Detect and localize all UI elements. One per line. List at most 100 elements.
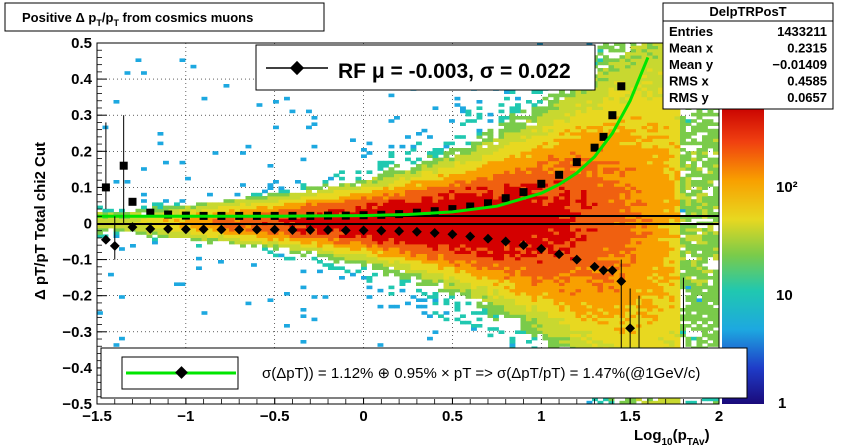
heat-cell xyxy=(559,196,565,200)
heat-cell xyxy=(163,205,169,210)
heat-cell xyxy=(669,263,675,267)
heat-cell xyxy=(493,157,499,162)
heat-cell xyxy=(553,260,560,264)
heat-cell xyxy=(597,311,604,315)
heat-cell xyxy=(526,250,532,254)
heat-cell xyxy=(641,93,648,98)
heat-cell xyxy=(427,173,433,178)
heat-cell xyxy=(383,160,389,165)
heat-cell xyxy=(388,208,395,213)
heat-cell xyxy=(630,192,637,197)
heat-cell xyxy=(570,304,576,309)
heat-cell xyxy=(427,269,433,274)
heat-cell xyxy=(586,237,593,242)
heat-cell xyxy=(152,212,158,216)
heat-cell xyxy=(553,285,560,290)
heat-cell xyxy=(553,308,560,312)
heat-cell xyxy=(267,240,274,245)
heat-cell xyxy=(652,343,659,347)
heat-cell xyxy=(526,231,532,235)
heat-cell xyxy=(608,68,615,72)
heat-cell xyxy=(262,208,268,213)
heat-cell xyxy=(399,189,406,194)
heat-cell xyxy=(531,138,538,142)
heat-cell xyxy=(493,189,499,194)
heat-cell xyxy=(619,164,626,168)
heat-cell xyxy=(614,343,620,347)
heat-cell xyxy=(592,234,598,238)
heat-cell xyxy=(328,244,334,248)
heat-cell xyxy=(652,272,659,277)
heat-cell xyxy=(575,330,582,334)
heat-cell xyxy=(443,141,450,146)
heat-cell xyxy=(449,288,455,293)
heat-cell xyxy=(509,128,516,133)
heat-cell xyxy=(553,266,560,270)
heat-cell xyxy=(515,237,521,242)
heat-cell xyxy=(570,260,576,264)
heat-cell xyxy=(581,292,587,296)
heat-cell xyxy=(317,218,323,222)
heat-cell xyxy=(581,308,587,312)
heat-cell xyxy=(614,48,620,53)
heat-cell xyxy=(229,234,235,238)
heat-cell xyxy=(333,260,340,264)
heat-cell xyxy=(564,196,571,200)
heat-cell xyxy=(570,148,576,152)
heat-cell xyxy=(377,234,384,238)
heat-cell xyxy=(652,71,659,75)
heat-cell xyxy=(564,180,571,184)
heat-cell xyxy=(630,317,637,322)
heat-cell xyxy=(559,282,565,286)
heat-cell xyxy=(548,151,554,155)
heat-cell xyxy=(531,170,538,174)
heat-cell xyxy=(493,311,499,315)
heat-cell xyxy=(526,157,532,162)
heat-cell xyxy=(636,71,642,75)
heat-cell xyxy=(119,212,125,216)
heat-cell xyxy=(669,160,675,165)
heat-cell xyxy=(658,138,664,142)
heat-cell xyxy=(537,202,543,206)
heat-cell xyxy=(108,208,114,213)
heat-cell xyxy=(449,224,455,229)
heat-cell xyxy=(542,260,549,264)
heat-cell xyxy=(564,295,571,299)
heat-cell xyxy=(531,324,538,328)
heat-cell xyxy=(498,276,505,280)
heat-cell xyxy=(504,298,510,302)
heat-cell xyxy=(614,116,620,120)
heat-cell xyxy=(581,173,587,178)
heat-cell xyxy=(267,199,274,203)
heat-cell xyxy=(663,320,670,325)
heat-cell xyxy=(515,167,521,171)
heat-cell xyxy=(284,208,290,213)
heat-cell xyxy=(570,234,576,238)
heat-cell xyxy=(383,256,389,261)
heat-cell xyxy=(630,304,637,309)
heat-cell xyxy=(476,234,483,238)
heat-cell xyxy=(515,231,521,235)
heat-cell xyxy=(575,151,582,155)
heat-cell xyxy=(113,231,120,235)
heat-cell xyxy=(548,247,554,251)
heat-cell xyxy=(339,237,345,242)
heat-cell xyxy=(669,256,675,261)
heat-cell xyxy=(487,282,494,286)
heat-cell xyxy=(608,237,615,242)
heat-cell xyxy=(553,128,560,133)
heat-cell xyxy=(515,272,521,277)
heat-cell xyxy=(377,237,384,242)
heat-cell xyxy=(476,176,483,181)
heat-cell xyxy=(487,196,494,200)
heat-cell xyxy=(553,330,560,334)
heat-cell xyxy=(476,183,483,187)
heat-cell xyxy=(630,128,637,133)
heat-cell xyxy=(592,199,598,203)
heat-cell xyxy=(592,212,598,216)
heat-cell xyxy=(394,205,400,210)
heat-cell xyxy=(559,330,565,334)
heat-cell xyxy=(570,212,576,216)
heat-cell xyxy=(487,186,494,190)
heat-cell xyxy=(630,170,637,174)
